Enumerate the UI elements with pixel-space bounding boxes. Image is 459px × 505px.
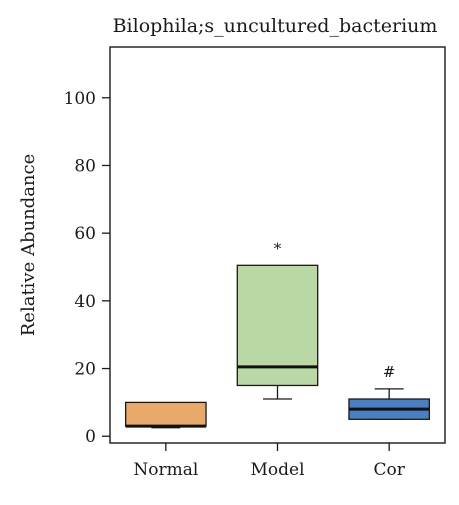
y-axis: 0 20 40 60 80 100 <box>64 89 110 447</box>
x-axis: Normal Model Cor <box>133 443 406 480</box>
y-tick-label: 40 <box>74 292 96 312</box>
x-tick-label: Model <box>250 460 304 480</box>
y-tick-label: 20 <box>74 360 96 380</box>
boxes-layer: *# <box>124 239 431 429</box>
y-tick-label: 100 <box>64 89 96 109</box>
y-tick-label: 80 <box>74 156 96 176</box>
y-axis-title: Relative Abundance <box>18 154 39 337</box>
y-tick-label: 0 <box>85 427 96 447</box>
chart-title: Bilophila;s_uncultured_bacterium <box>113 15 438 37</box>
box-model: * <box>236 239 319 400</box>
significance-mark: # <box>383 363 396 381</box>
y-tick-label: 60 <box>74 224 96 244</box>
significance-mark: * <box>274 239 282 257</box>
box-normal <box>124 401 207 429</box>
x-tick-label: Cor <box>373 460 405 480</box>
box-cor: # <box>348 363 431 420</box>
box-body <box>124 401 207 427</box>
x-tick-label: Normal <box>133 460 198 480</box>
